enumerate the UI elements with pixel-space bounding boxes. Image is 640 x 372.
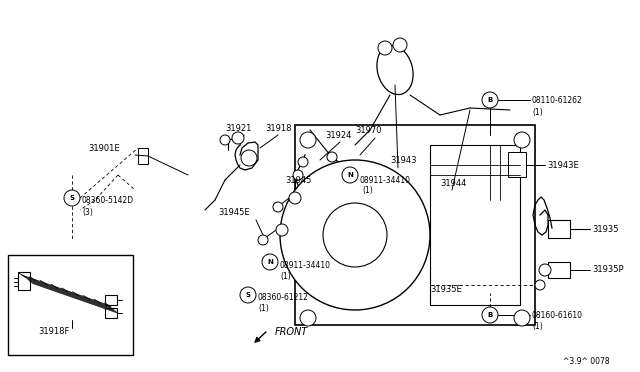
Circle shape [220, 135, 230, 145]
Text: (1): (1) [362, 186, 372, 195]
Text: 31935P: 31935P [592, 266, 623, 275]
Text: FRONT: FRONT [275, 327, 308, 337]
Text: (3): (3) [82, 208, 93, 217]
Bar [18, 272, 30, 290]
Text: N: N [267, 259, 273, 265]
Circle shape [232, 132, 244, 144]
Bar [8, 255, 133, 355]
Text: 08911-34410: 08911-34410 [280, 260, 331, 269]
Bar [105, 295, 117, 305]
Text: 31901E: 31901E [88, 144, 120, 153]
Text: 31970: 31970 [355, 125, 381, 135]
Text: B: B [488, 97, 493, 103]
Text: 08110-61262: 08110-61262 [532, 96, 583, 105]
Text: 31918F: 31918F [38, 327, 69, 337]
Circle shape [482, 307, 498, 323]
Text: S: S [246, 292, 250, 298]
Circle shape [535, 280, 545, 290]
Circle shape [323, 203, 387, 267]
Text: (1): (1) [258, 305, 269, 314]
Circle shape [258, 235, 268, 245]
Text: 31944: 31944 [440, 179, 467, 187]
Bar [508, 152, 526, 177]
Circle shape [298, 157, 308, 167]
Text: (1): (1) [532, 108, 543, 116]
Circle shape [327, 152, 337, 162]
Text: 08160-61610: 08160-61610 [532, 311, 583, 320]
Text: 31924: 31924 [325, 131, 351, 140]
Circle shape [293, 170, 303, 180]
Text: 31945E: 31945E [218, 208, 250, 217]
Text: 31918: 31918 [265, 124, 291, 132]
Circle shape [64, 190, 80, 206]
Text: 31943E: 31943E [547, 160, 579, 170]
Text: 31945: 31945 [285, 176, 312, 185]
Circle shape [280, 160, 430, 310]
Text: 31943: 31943 [390, 155, 417, 164]
Text: 31921: 31921 [225, 124, 252, 132]
Circle shape [378, 41, 392, 55]
Circle shape [241, 150, 257, 166]
Text: ^3.9^ 0078: ^3.9^ 0078 [563, 357, 610, 366]
Circle shape [482, 92, 498, 108]
Bar [548, 262, 570, 278]
Circle shape [514, 132, 530, 148]
Bar [138, 148, 148, 164]
Circle shape [273, 202, 283, 212]
Circle shape [240, 287, 256, 303]
Text: (1): (1) [532, 323, 543, 331]
Circle shape [262, 254, 278, 270]
Text: 08911-34410: 08911-34410 [360, 176, 411, 185]
Circle shape [289, 192, 301, 204]
Circle shape [393, 38, 407, 52]
Circle shape [514, 310, 530, 326]
Circle shape [300, 310, 316, 326]
Text: S: S [70, 195, 74, 201]
Text: 08360-5142D: 08360-5142D [82, 196, 134, 205]
Bar [105, 308, 117, 318]
Text: 31935: 31935 [592, 224, 618, 234]
Circle shape [342, 167, 358, 183]
Circle shape [276, 224, 288, 236]
Text: N: N [347, 172, 353, 178]
Bar [295, 125, 535, 325]
Bar [548, 220, 570, 238]
Text: 31935E: 31935E [430, 285, 461, 295]
Circle shape [300, 132, 316, 148]
Bar [430, 145, 520, 305]
Text: (1): (1) [280, 273, 291, 282]
Text: 08360-61212: 08360-61212 [258, 292, 309, 301]
Circle shape [539, 264, 551, 276]
Text: B: B [488, 312, 493, 318]
